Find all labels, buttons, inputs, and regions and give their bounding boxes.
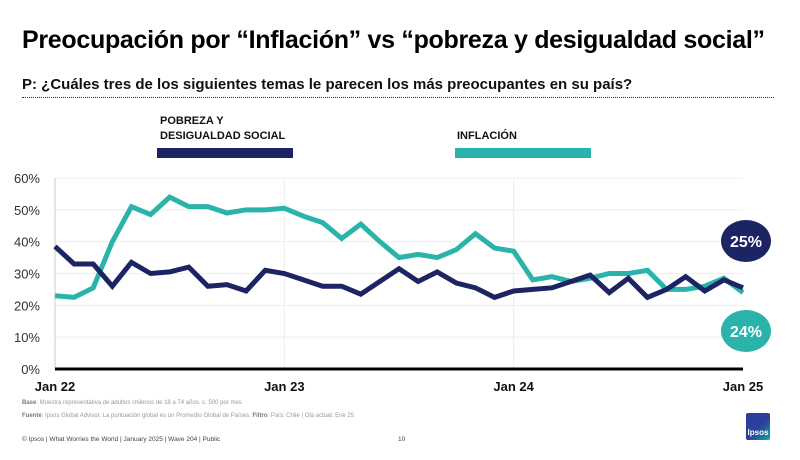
legend-swatch-poverty (157, 148, 293, 158)
page-number: 10 (398, 436, 406, 443)
x-tick-label: Jan 23 (264, 379, 304, 394)
end-value-label: 24% (730, 324, 762, 341)
page-title: Preocupación por “Inflación” vs “pobreza… (22, 26, 765, 54)
end-value-badge (721, 220, 771, 262)
footer-text: © Ipsos | What Worries the World | Janua… (22, 436, 221, 443)
ipsos-logo: Ipsos (746, 413, 770, 440)
y-tick-label: 30% (14, 267, 40, 282)
y-tick-label: 60% (14, 171, 40, 186)
question-text: P: ¿Cuáles tres de los siguientes temas … (22, 76, 633, 93)
y-tick-label: 40% (14, 235, 40, 250)
series-line-inflation (54, 194, 745, 300)
end-value-label: 25% (730, 234, 762, 251)
x-tick-label: Jan 22 (35, 379, 75, 394)
end-value-badge (721, 310, 771, 352)
y-tick-label: 10% (14, 330, 40, 345)
divider (22, 97, 774, 98)
y-tick-label: 0% (21, 362, 40, 377)
legend-label-poverty: POBREZA Y DESIGUALDAD SOCIAL (160, 115, 286, 142)
legend-label-inflation: INFLACIÓN (457, 130, 517, 142)
series-line-poverty (53, 244, 744, 301)
source-note: Fuente: Ipsos Global Advisor. La puntuac… (22, 413, 355, 419)
base-note: Base: Muestra representativa de adultos … (22, 400, 242, 406)
y-tick-label: 50% (14, 203, 40, 218)
legend-swatch-inflation (455, 148, 591, 158)
x-tick-label: Jan 24 (493, 379, 534, 394)
x-tick-label: Jan 25 (723, 379, 763, 394)
y-tick-label: 20% (14, 298, 40, 313)
